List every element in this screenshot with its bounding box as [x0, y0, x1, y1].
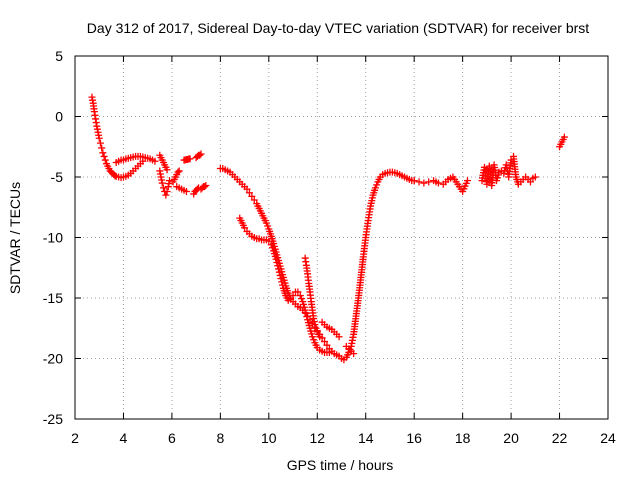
data-point: [425, 178, 433, 186]
data-point: [201, 183, 209, 191]
data-point: [196, 151, 204, 159]
y-tick-label: 5: [55, 48, 63, 64]
x-tick-label: 14: [358, 430, 374, 446]
x-tick-label: 2: [71, 430, 79, 446]
x-tick-label: 10: [261, 430, 277, 446]
data-point: [98, 144, 106, 152]
data-point: [308, 333, 316, 341]
y-tick-label: -15: [43, 290, 63, 306]
data-point: [323, 341, 331, 349]
data-point: [241, 224, 249, 232]
chart-title: Day 312 of 2017, Sidereal Day-to-day VTE…: [87, 20, 589, 36]
data-point: [275, 265, 283, 273]
x-tick-label: 22: [552, 430, 568, 446]
data-point: [268, 244, 276, 252]
data-point: [163, 166, 171, 174]
data-point: [243, 185, 251, 193]
data-point: [197, 150, 205, 158]
data-point: [310, 336, 318, 344]
data-point: [373, 181, 381, 189]
x-tick-label: 20: [503, 430, 519, 446]
data-point: [316, 333, 324, 341]
data-point: [273, 259, 281, 267]
data-point: [158, 179, 166, 187]
data-point: [175, 167, 183, 175]
x-tick-label: 18: [455, 430, 471, 446]
x-tick-label: 16: [406, 430, 422, 446]
data-point: [335, 333, 343, 341]
data-point: [434, 179, 442, 187]
data-point: [296, 292, 304, 300]
data-point: [277, 275, 285, 283]
data-point: [163, 188, 171, 196]
y-tick-label: -25: [43, 411, 63, 427]
data-point: [275, 268, 283, 276]
data-point: [350, 350, 358, 358]
data-point: [100, 152, 108, 160]
data-point: [248, 192, 256, 200]
data-point: [182, 188, 190, 196]
data-point: [174, 168, 182, 176]
data-point: [410, 177, 418, 185]
data-point: [151, 157, 159, 165]
data-point: [302, 309, 310, 317]
data-point: [250, 196, 258, 204]
data-point: [274, 262, 282, 270]
data-point: [301, 306, 309, 314]
data-point: [186, 155, 194, 163]
x-tick-label: 8: [216, 430, 224, 446]
data-point: [276, 271, 284, 279]
x-tick-label: 6: [168, 430, 176, 446]
data-point: [560, 133, 568, 141]
data-point: [95, 134, 103, 142]
data-point: [312, 324, 320, 332]
data-point: [298, 295, 306, 303]
data-point: [289, 292, 297, 300]
x-tick-label: 24: [600, 430, 616, 446]
data-point: [420, 179, 428, 187]
data-point: [264, 222, 272, 230]
x-axis-label: GPS time / hours: [287, 457, 394, 473]
y-tick-label: 0: [55, 109, 63, 125]
x-tick-label: 4: [120, 430, 128, 446]
y-axis-label: SDTVAR / TECUs: [7, 182, 23, 294]
data-point: [526, 178, 534, 186]
data-point: [303, 313, 311, 321]
data-point: [287, 295, 295, 303]
data-point: [101, 156, 109, 164]
data-point: [463, 177, 471, 185]
data-point: [165, 177, 173, 185]
data-point: [267, 241, 275, 249]
data-point: [245, 189, 253, 197]
data-point: [371, 184, 379, 192]
y-tick-label: -10: [43, 230, 63, 246]
data-point: [325, 348, 333, 356]
data-point: [96, 139, 104, 147]
data-point: [202, 181, 210, 189]
x-tick-label: 12: [309, 430, 325, 446]
data-point: [262, 219, 270, 227]
data-point: [531, 173, 539, 181]
data-point: [294, 288, 302, 296]
points-layer: [88, 93, 568, 364]
data-point: [415, 178, 423, 186]
data-point: [279, 281, 287, 289]
data-point: [278, 278, 286, 286]
data-point: [162, 191, 170, 199]
y-tick-label: -20: [43, 351, 63, 367]
data-point: [265, 237, 273, 245]
data-point: [311, 321, 319, 329]
data-point: [321, 338, 329, 346]
data-point: [272, 255, 280, 263]
data-point: [159, 184, 167, 192]
data-point: [99, 149, 107, 157]
y-tick-label: -5: [51, 169, 64, 185]
